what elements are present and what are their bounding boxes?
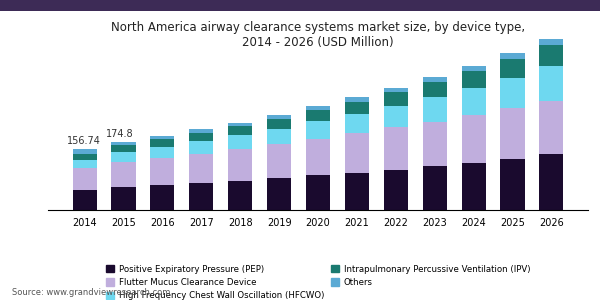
Bar — [189, 154, 214, 183]
Bar — [345, 97, 369, 102]
Bar — [461, 71, 485, 88]
Bar — [151, 158, 175, 184]
Bar — [306, 175, 330, 210]
Bar — [73, 168, 97, 190]
Bar — [422, 166, 447, 210]
Bar — [500, 159, 524, 210]
Bar — [112, 152, 136, 162]
Bar — [228, 181, 252, 210]
Bar — [500, 78, 524, 108]
Legend: Positive Expiratory Pressure (PEP), Flutter Mucus Clearance Device, High Frequen: Positive Expiratory Pressure (PEP), Flut… — [106, 265, 530, 300]
Text: 174.8: 174.8 — [106, 129, 134, 139]
Bar — [306, 121, 330, 139]
Bar — [267, 129, 291, 144]
Bar — [73, 148, 97, 154]
Bar — [384, 88, 408, 92]
Bar — [267, 115, 291, 119]
Bar — [461, 66, 485, 71]
Bar — [112, 145, 136, 152]
Bar — [345, 114, 369, 133]
Bar — [228, 123, 252, 126]
Bar — [500, 58, 524, 78]
Bar — [267, 178, 291, 210]
Bar — [189, 129, 214, 133]
Bar — [73, 154, 97, 160]
Bar — [151, 184, 175, 210]
Bar — [539, 66, 563, 101]
Text: Source: www.grandviewresearch.com: Source: www.grandviewresearch.com — [12, 288, 170, 297]
Bar — [539, 154, 563, 210]
Bar — [306, 110, 330, 121]
Bar — [112, 162, 136, 187]
Text: North America airway clearance systems market size, by device type,
2014 - 2026 : North America airway clearance systems m… — [111, 21, 525, 49]
Bar — [500, 53, 524, 58]
Bar — [539, 45, 563, 66]
Bar — [228, 149, 252, 181]
Bar — [189, 141, 214, 154]
Bar — [306, 139, 330, 175]
Bar — [151, 147, 175, 158]
Bar — [306, 106, 330, 110]
Bar — [384, 106, 408, 128]
Bar — [384, 170, 408, 210]
Bar — [422, 82, 447, 97]
Bar — [345, 102, 369, 114]
Bar — [461, 163, 485, 210]
Bar — [461, 115, 485, 163]
Bar — [73, 190, 97, 210]
Bar — [539, 101, 563, 154]
Bar — [422, 77, 447, 82]
Bar — [267, 119, 291, 129]
Bar — [345, 133, 369, 173]
Bar — [228, 126, 252, 135]
Bar — [112, 142, 136, 145]
Bar — [267, 144, 291, 178]
Bar — [151, 136, 175, 139]
Bar — [539, 39, 563, 45]
Bar — [384, 128, 408, 170]
Bar — [422, 97, 447, 122]
Bar — [500, 108, 524, 159]
Bar — [384, 92, 408, 106]
Bar — [189, 183, 214, 210]
Bar — [73, 160, 97, 168]
Bar — [112, 187, 136, 210]
Bar — [151, 139, 175, 147]
Bar — [228, 135, 252, 149]
Bar — [422, 122, 447, 166]
Text: 156.74: 156.74 — [67, 136, 101, 146]
Bar — [345, 173, 369, 210]
Bar — [461, 88, 485, 115]
Bar — [189, 133, 214, 141]
